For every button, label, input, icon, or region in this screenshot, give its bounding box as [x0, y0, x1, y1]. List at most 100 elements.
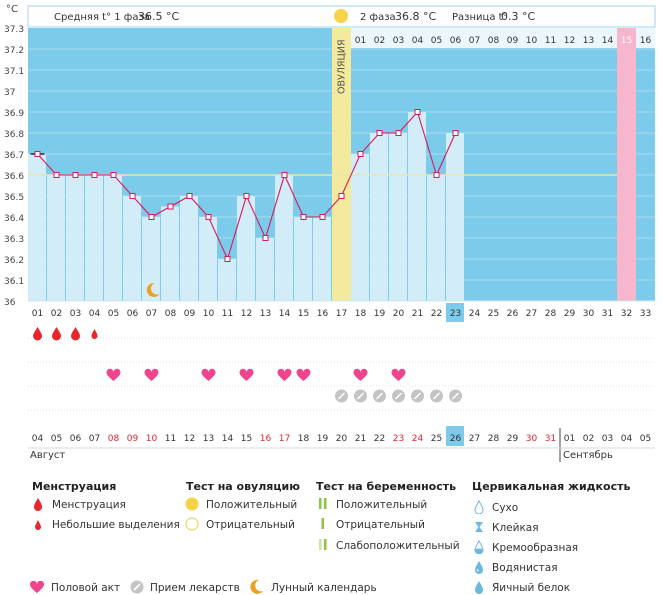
temperature-point: [34, 151, 41, 157]
temperature-point: [110, 172, 117, 178]
y-tick-label: 37.2: [4, 46, 24, 56]
temperature-point: [205, 214, 212, 220]
menstruation-drop-icon: [34, 498, 42, 511]
legend-ovulation-positive-label: Положительный: [206, 499, 298, 511]
temperature-point: [338, 193, 345, 199]
y-tick-label: 36.7: [4, 151, 24, 161]
cycle-day-label: 11: [222, 309, 233, 319]
eggwhite-drop-icon: [475, 581, 483, 594]
temperature-bar: [142, 217, 160, 301]
date-label: 08: [108, 434, 120, 444]
pill-stroke: [432, 392, 441, 400]
temperature-bar: [218, 259, 236, 301]
legend-pregnancy-test-title: Тест на беременность: [316, 480, 457, 493]
pill-stroke: [356, 392, 365, 400]
date-label: 19: [317, 434, 329, 444]
date-label: 18: [298, 434, 310, 444]
cycle-day-label: 14: [279, 309, 291, 319]
date-label: 22: [374, 434, 385, 444]
legend-dry-label: Сухо: [492, 502, 519, 514]
temperature-point: [376, 130, 383, 136]
cycle-day-label: 18: [355, 309, 367, 319]
temperature-point: [300, 214, 307, 220]
date-label: 29: [507, 434, 519, 444]
temperature-point: [414, 109, 421, 115]
temperature-bar: [85, 175, 103, 301]
date-label: 20: [336, 434, 348, 444]
dry-drop-icon: [474, 500, 484, 514]
y-tick-label: 36.3: [4, 235, 24, 245]
date-label: 27: [469, 434, 480, 444]
temperature-bar: [351, 154, 369, 301]
date-label: 16: [260, 434, 272, 444]
phase2-day-number: 16: [640, 36, 652, 46]
temperature-point: [452, 130, 459, 136]
month-start-label: Август: [30, 450, 65, 461]
phase2-day-number: 08: [488, 36, 500, 46]
legend-ovulation-negative-label: Отрицательный: [206, 519, 295, 531]
cycle-day-label: 25: [488, 309, 499, 319]
menstruation-drop-icon: [52, 327, 61, 341]
cycle-day-label: 01: [32, 309, 43, 319]
phase2-day-number: 06: [450, 36, 462, 46]
temperature-point: [433, 172, 440, 178]
cycle-day-label: 22: [431, 309, 442, 319]
y-tick-label: 37: [4, 88, 15, 98]
temperature-bar: [370, 133, 388, 301]
pill-stroke: [375, 392, 384, 400]
expected-period-column: [617, 28, 636, 301]
cycle-day-label: 21: [412, 309, 423, 319]
pregnancy-negative-icon: [321, 518, 324, 529]
ovulation-sun-icon: [334, 9, 348, 23]
temperature-point: [129, 193, 136, 199]
date-label: 05: [640, 434, 651, 444]
temperature-point: [167, 203, 174, 210]
phase1-label: Средняя t° 1 фаза: [54, 12, 150, 23]
pill-stroke: [413, 392, 422, 400]
phase2-day-number: 04: [412, 36, 424, 46]
heart-icon: [391, 368, 406, 381]
temperature-point: [148, 214, 155, 220]
cycle-day-label: 17: [336, 309, 347, 319]
cycle-day-label: 15: [298, 309, 309, 319]
legend-pregnancy-faint-label: Слабоположительный: [336, 540, 460, 552]
y-tick-label: 36: [4, 298, 16, 308]
phase2-day-number: 05: [431, 36, 442, 46]
cycle-day-label: 20: [393, 309, 405, 319]
date-label: 07: [89, 434, 100, 444]
cycle-day-label: 32: [621, 309, 632, 319]
heart-icon: [239, 368, 254, 381]
ovulation-column: [332, 28, 351, 301]
menstruation-drop-icon: [91, 329, 98, 339]
y-tick-label: 37.1: [4, 67, 24, 77]
legend-spotting-label: Небольшие выделения: [52, 519, 180, 531]
date-label: 26: [450, 434, 462, 444]
legend-moon-label: Лунный календарь: [271, 582, 377, 594]
date-label: 04: [32, 434, 44, 444]
phase2-day-number: 13: [583, 36, 594, 46]
legend-sticky-label: Клейкая: [492, 522, 539, 534]
cycle-day-label: 10: [203, 309, 215, 319]
temperature-point: [224, 256, 231, 262]
temperature-bar: [294, 217, 312, 301]
temperature-bar: [275, 175, 293, 301]
menstruation-drop-icon: [71, 327, 80, 341]
cycle-day-label: 12: [241, 309, 252, 319]
cycle-day-label: 30: [583, 309, 595, 319]
highlight-day-cell: [446, 303, 464, 322]
phase2-label: 2 фаза: [360, 12, 396, 23]
phase2-day-number: 15: [621, 36, 632, 46]
cycle-day-label: 05: [108, 309, 119, 319]
diff-value: 0.3 °C: [501, 10, 535, 23]
sticky-icon: [475, 522, 483, 532]
heart-icon: [201, 368, 216, 381]
cycle-day-label: 28: [545, 309, 557, 319]
phase2-day-number: 12: [564, 36, 575, 46]
cycle-day-label: 03: [70, 309, 81, 319]
temperature-bar: [237, 196, 255, 301]
legend-creamy-label: Кремообразная: [492, 542, 579, 554]
date-label: 12: [184, 434, 195, 444]
degree-unit: °C: [6, 4, 18, 15]
phase2-value: 36.8 °C: [395, 10, 436, 23]
temperature-point: [262, 235, 269, 241]
